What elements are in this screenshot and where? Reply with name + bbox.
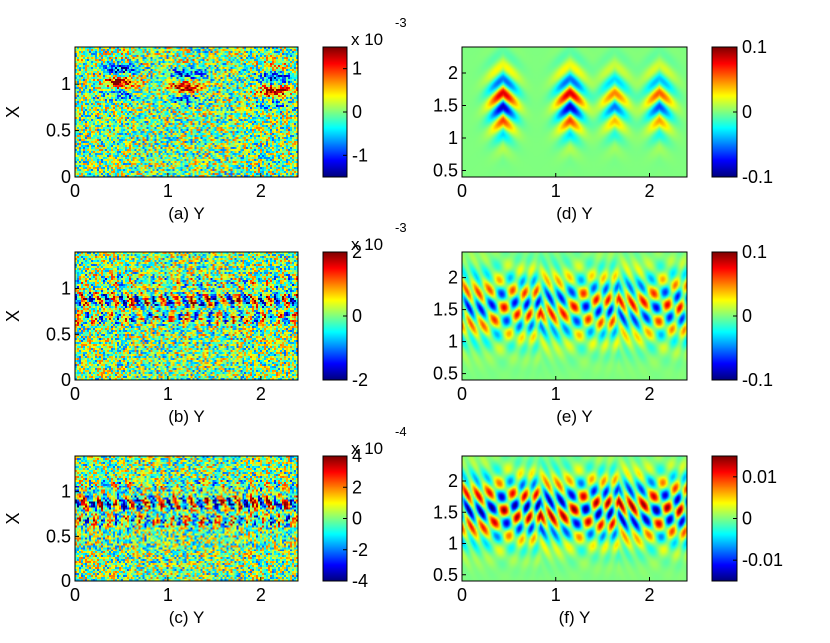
y-tick-label: 0 xyxy=(61,571,71,591)
x-tick-label: 0 xyxy=(70,181,80,201)
colorbar-tick-label: 0 xyxy=(352,306,362,326)
y-tick-label: 0.5 xyxy=(433,161,458,181)
y-tick-label: 0.5 xyxy=(46,324,71,344)
colorbar-tick-label: -4 xyxy=(352,571,368,591)
x-tick-label: 1 xyxy=(163,384,173,404)
x-tick-label: 2 xyxy=(644,585,654,605)
x-tick-label: 0 xyxy=(457,585,467,605)
y-tick-label: 0.5 xyxy=(433,565,458,585)
x-tick-label: 0 xyxy=(70,384,80,404)
heatmap-image xyxy=(462,456,687,581)
panel-f: 0 1 2 0.5 1 1.5 2 (f) Y 0.01 0 -0.01 xyxy=(433,455,783,627)
y-axis-label: X xyxy=(3,512,23,524)
colorbar-tick-label: 2 xyxy=(352,477,362,497)
colorbar-power: -3 xyxy=(395,220,407,235)
y-tick-label: 1.5 xyxy=(433,96,458,116)
y-tick-label: 1.5 xyxy=(433,300,458,320)
colorbar-tick-label: 2 xyxy=(352,242,362,262)
colorbar-tick-label: -0.01 xyxy=(742,550,783,570)
panel-a: 0 1 2 0 0.5 1 X (a) Y 1 0 -1 x 10 -3 xyxy=(3,15,407,223)
x-tick-label: 2 xyxy=(644,181,654,201)
plot-frame xyxy=(461,251,688,381)
x-tick-label: 1 xyxy=(551,384,561,404)
panel-e: 0 1 2 0.5 1 1.5 2 (e) Y 0.1 0 -0.1 xyxy=(433,242,773,426)
y-tick-label: 1 xyxy=(448,332,458,352)
colorbar-tick-label: -0.1 xyxy=(742,167,773,187)
colorbar-tick-label: 0 xyxy=(352,509,362,529)
y-tick-label: 0 xyxy=(61,167,71,187)
colorbar-tick-label: -0.1 xyxy=(742,370,773,390)
x-tick-label: 0 xyxy=(457,384,467,404)
colorbar-tick-label: 0.1 xyxy=(742,37,767,57)
panel-caption: (c) Y xyxy=(169,608,205,627)
y-tick-label: 0.5 xyxy=(46,526,71,546)
colorbar-tick-label: 1 xyxy=(352,59,362,79)
y-tick-label: 1.5 xyxy=(433,502,458,522)
x-tick-label: 2 xyxy=(644,384,654,404)
heatmap-image xyxy=(462,252,687,380)
x-tick-label: 1 xyxy=(551,585,561,605)
x-tick-label: 1 xyxy=(163,585,173,605)
colorbar xyxy=(712,252,737,380)
colorbar-tick-label: 0 xyxy=(352,102,362,122)
colorbar-exponent: x 10 xyxy=(351,439,383,458)
y-tick-label: 0 xyxy=(61,370,71,390)
panel-c: 0 1 2 0 0.5 1 X (c) Y 4 2 0 -2 -4 x 10 -4 xyxy=(3,424,407,627)
colorbar-exponent: x 10 xyxy=(351,235,383,254)
colorbar xyxy=(712,456,737,581)
colorbar-exponent: x 10 xyxy=(351,30,383,49)
heatmap-image xyxy=(462,47,687,177)
x-tick-label: 1 xyxy=(163,181,173,201)
y-tick-label: 2 xyxy=(448,268,458,288)
x-tick-label: 2 xyxy=(256,384,266,404)
colorbar-tick-label: -1 xyxy=(352,145,368,165)
colorbar-tick-label: 0 xyxy=(742,509,752,529)
panel-caption: (b) Y xyxy=(168,407,205,426)
y-tick-label: 0.5 xyxy=(433,364,458,384)
colorbar-tick-label: -2 xyxy=(352,540,368,560)
colorbar-tick-label: 4 xyxy=(352,446,362,466)
y-tick-label: 0.5 xyxy=(46,121,71,141)
y-tick-label: 1 xyxy=(61,74,71,94)
panel-caption: (f) Y xyxy=(559,608,591,627)
x-tick-label: 2 xyxy=(256,181,266,201)
panel-caption: (e) Y xyxy=(556,407,593,426)
colorbar-tick-label: 0 xyxy=(742,306,752,326)
colorbar xyxy=(712,47,737,177)
colorbar-tick-label: -2 xyxy=(352,370,368,390)
y-axis-label: X xyxy=(3,106,23,118)
y-tick-label: 1 xyxy=(448,534,458,554)
colorbar-power: -3 xyxy=(395,15,407,30)
y-axis-label: X xyxy=(3,310,23,322)
colorbar-tick-label: 0.1 xyxy=(742,242,767,262)
colorbar-tick-label: 0 xyxy=(742,102,752,122)
plot-frame xyxy=(461,46,688,178)
panel-caption: (a) Y xyxy=(168,204,205,223)
x-tick-label: 2 xyxy=(256,585,266,605)
plot-frame xyxy=(74,46,299,178)
panel-caption: (d) Y xyxy=(556,204,593,223)
y-tick-label: 1 xyxy=(61,482,71,502)
y-tick-label: 1 xyxy=(448,128,458,148)
x-tick-label: 1 xyxy=(551,181,561,201)
panel-d: 0 1 2 0.5 1 1.5 2 (d) Y 0.1 0 -0.1 xyxy=(433,37,773,223)
heatmap-image xyxy=(75,252,298,380)
x-tick-label: 0 xyxy=(70,585,80,605)
heatmap-image xyxy=(75,456,298,581)
panel-b: 0 1 2 0 0.5 1 X (b) Y 2 0 -2 x 10 -3 xyxy=(3,220,407,426)
y-tick-label: 1 xyxy=(61,279,71,299)
plot-frame xyxy=(461,455,688,582)
colorbar-tick-label: 0.01 xyxy=(742,467,777,487)
y-tick-label: 2 xyxy=(448,63,458,83)
plot-frame xyxy=(74,455,299,582)
heatmap-image xyxy=(75,47,298,177)
colorbar-power: -4 xyxy=(395,424,407,439)
y-tick-label: 2 xyxy=(448,471,458,491)
plot-frame xyxy=(74,251,299,381)
x-tick-label: 0 xyxy=(457,181,467,201)
